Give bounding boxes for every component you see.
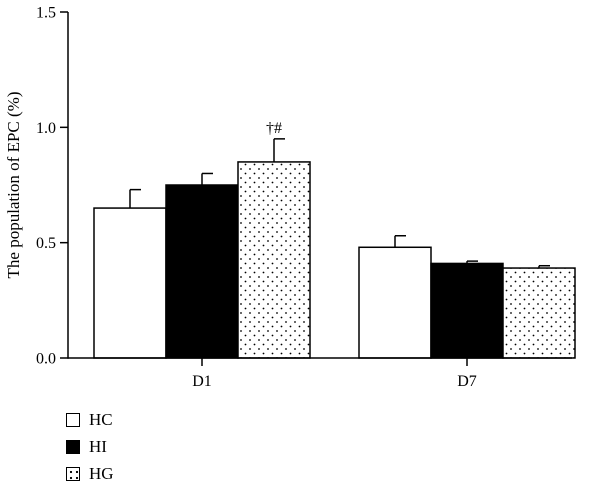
- legend-swatch-hg: [66, 467, 80, 481]
- bar-hc-d1: [93, 207, 167, 359]
- legend-swatch-hi: [66, 440, 80, 454]
- y-tick-label: 1.0: [36, 120, 56, 137]
- x-tick-label-d1: D1: [192, 373, 212, 390]
- legend-item-hi: HI: [66, 435, 114, 459]
- y-tick-label: 0.5: [36, 235, 56, 252]
- legend-label-hc: HC: [89, 410, 113, 429]
- legend-label-hg: HG: [89, 464, 114, 483]
- x-tick-label-d7: D7: [457, 373, 477, 390]
- bar-chart: †# 0.0 0.5 1.0 1.5 D1 D7 The population of EPC …: [4, 5, 576, 390]
- y-tick-label: 0.0: [36, 351, 56, 368]
- bar-hi-d1: [165, 184, 239, 359]
- y-tick-label: 1.5: [36, 5, 56, 22]
- legend: HC HI HG: [66, 408, 114, 489]
- y-axis-title: The population of EPC (%): [4, 92, 23, 279]
- bar-hc-d7: [358, 246, 432, 359]
- legend-swatch-hc: [66, 413, 80, 427]
- bar-hg-d7: [502, 267, 576, 359]
- legend-item-hc: HC: [66, 408, 114, 432]
- bar-hg-d1: [237, 161, 311, 359]
- annotation-label: †#: [266, 120, 282, 137]
- bar-hi-d7: [430, 262, 504, 359]
- legend-label-hi: HI: [89, 437, 107, 456]
- legend-item-hg: HG: [66, 462, 114, 486]
